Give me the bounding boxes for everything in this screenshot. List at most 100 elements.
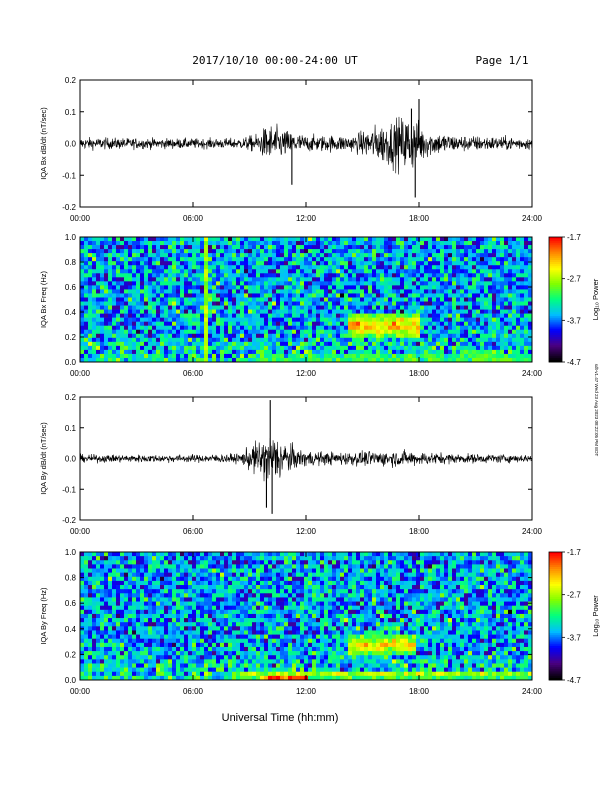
y-tick-label: 0.2 <box>65 333 77 342</box>
heat-cell <box>260 321 265 327</box>
heat-cell <box>232 297 237 302</box>
heat-cell <box>168 253 173 258</box>
heat-cell <box>260 353 265 359</box>
heat-cell <box>212 552 217 557</box>
heat-cell <box>452 245 457 250</box>
heat-cell <box>380 568 385 573</box>
heat-cell <box>352 289 357 294</box>
heat-cell <box>384 337 389 343</box>
heat-cell <box>292 269 297 274</box>
heat-cell <box>156 329 161 335</box>
heat-cell <box>360 341 365 347</box>
heat-cell <box>160 357 165 363</box>
heat-cell <box>508 297 513 302</box>
heat-cell <box>336 297 341 302</box>
heat-cell <box>308 261 313 266</box>
series-line <box>80 116 532 175</box>
heat-cell <box>108 564 113 569</box>
heat-cell <box>124 265 129 270</box>
heat-cell <box>528 281 533 286</box>
heat-cell <box>184 357 189 363</box>
heat-cell <box>288 345 293 351</box>
heat-cell <box>428 261 433 266</box>
heat-cell <box>84 261 89 266</box>
heat-cell <box>488 552 493 557</box>
heat-cell <box>344 285 349 290</box>
heat-cell <box>352 556 357 561</box>
heat-cell <box>280 297 285 302</box>
heat-cell <box>408 313 413 318</box>
heat-cell <box>496 552 501 557</box>
heat-cell <box>112 317 117 322</box>
heat-cell <box>252 321 257 327</box>
heat-cell <box>396 273 401 278</box>
heat-cell <box>200 273 205 278</box>
heat-cell <box>124 597 129 602</box>
heat-cell <box>268 249 273 254</box>
heat-cell <box>388 293 393 298</box>
heat-cell <box>508 301 513 306</box>
heat-cell <box>264 281 269 286</box>
heat-cell <box>248 564 253 569</box>
heat-cell <box>308 321 313 327</box>
heat-cell <box>172 572 177 578</box>
heat-cell <box>192 333 197 339</box>
heat-cell <box>472 345 477 351</box>
heat-cell <box>200 237 205 242</box>
heat-cell <box>464 329 469 335</box>
heat-cell <box>316 305 321 310</box>
heat-cell <box>252 349 257 355</box>
heat-cell <box>216 337 221 343</box>
heat-cell <box>132 289 137 294</box>
heat-cell <box>212 556 217 561</box>
heat-cell <box>252 277 257 282</box>
heat-cell <box>456 297 461 302</box>
heat-cell <box>104 277 109 282</box>
heat-cell <box>444 277 449 282</box>
heat-cell <box>92 597 97 602</box>
heat-cell <box>192 241 197 246</box>
heat-cell <box>300 333 305 339</box>
heat-cell <box>372 349 377 355</box>
heat-cell <box>132 277 137 282</box>
heat-cell <box>88 293 93 298</box>
heat-cell <box>268 556 273 561</box>
heat-cell <box>228 245 233 250</box>
heat-cell <box>164 253 169 258</box>
heat-cell <box>176 265 181 270</box>
heat-cell <box>356 261 361 266</box>
heat-cell <box>316 241 321 246</box>
heat-cell <box>276 353 281 359</box>
heat-cell <box>92 317 97 322</box>
heat-cell <box>456 337 461 343</box>
heat-cell <box>84 564 89 569</box>
heat-cell <box>244 313 249 318</box>
heat-cell <box>516 253 521 258</box>
heat-cell <box>312 349 317 355</box>
heat-cell <box>440 309 445 314</box>
heat-cell <box>184 345 189 351</box>
heat-cell <box>348 341 353 347</box>
heat-cell <box>360 552 365 557</box>
heat-cell <box>460 317 465 322</box>
heat-cell <box>240 237 245 242</box>
heat-cell <box>480 585 485 590</box>
heat-cell <box>392 568 397 573</box>
heat-cell <box>212 593 217 598</box>
heat-cell <box>128 237 133 242</box>
heat-cell <box>312 261 317 266</box>
heat-cell <box>280 552 285 557</box>
heat-cell <box>388 297 393 302</box>
heat-cell <box>216 329 221 335</box>
heat-cell <box>404 293 409 298</box>
heat-cell <box>112 593 117 598</box>
heat-cell <box>288 321 293 327</box>
heat-cell <box>88 321 93 327</box>
heat-cell <box>464 556 469 561</box>
heat-cell <box>248 237 253 242</box>
heat-cell <box>420 289 425 294</box>
heat-cell <box>292 329 297 335</box>
heat-cell <box>480 568 485 573</box>
heat-cell <box>176 277 181 282</box>
heat-cell <box>496 325 501 331</box>
